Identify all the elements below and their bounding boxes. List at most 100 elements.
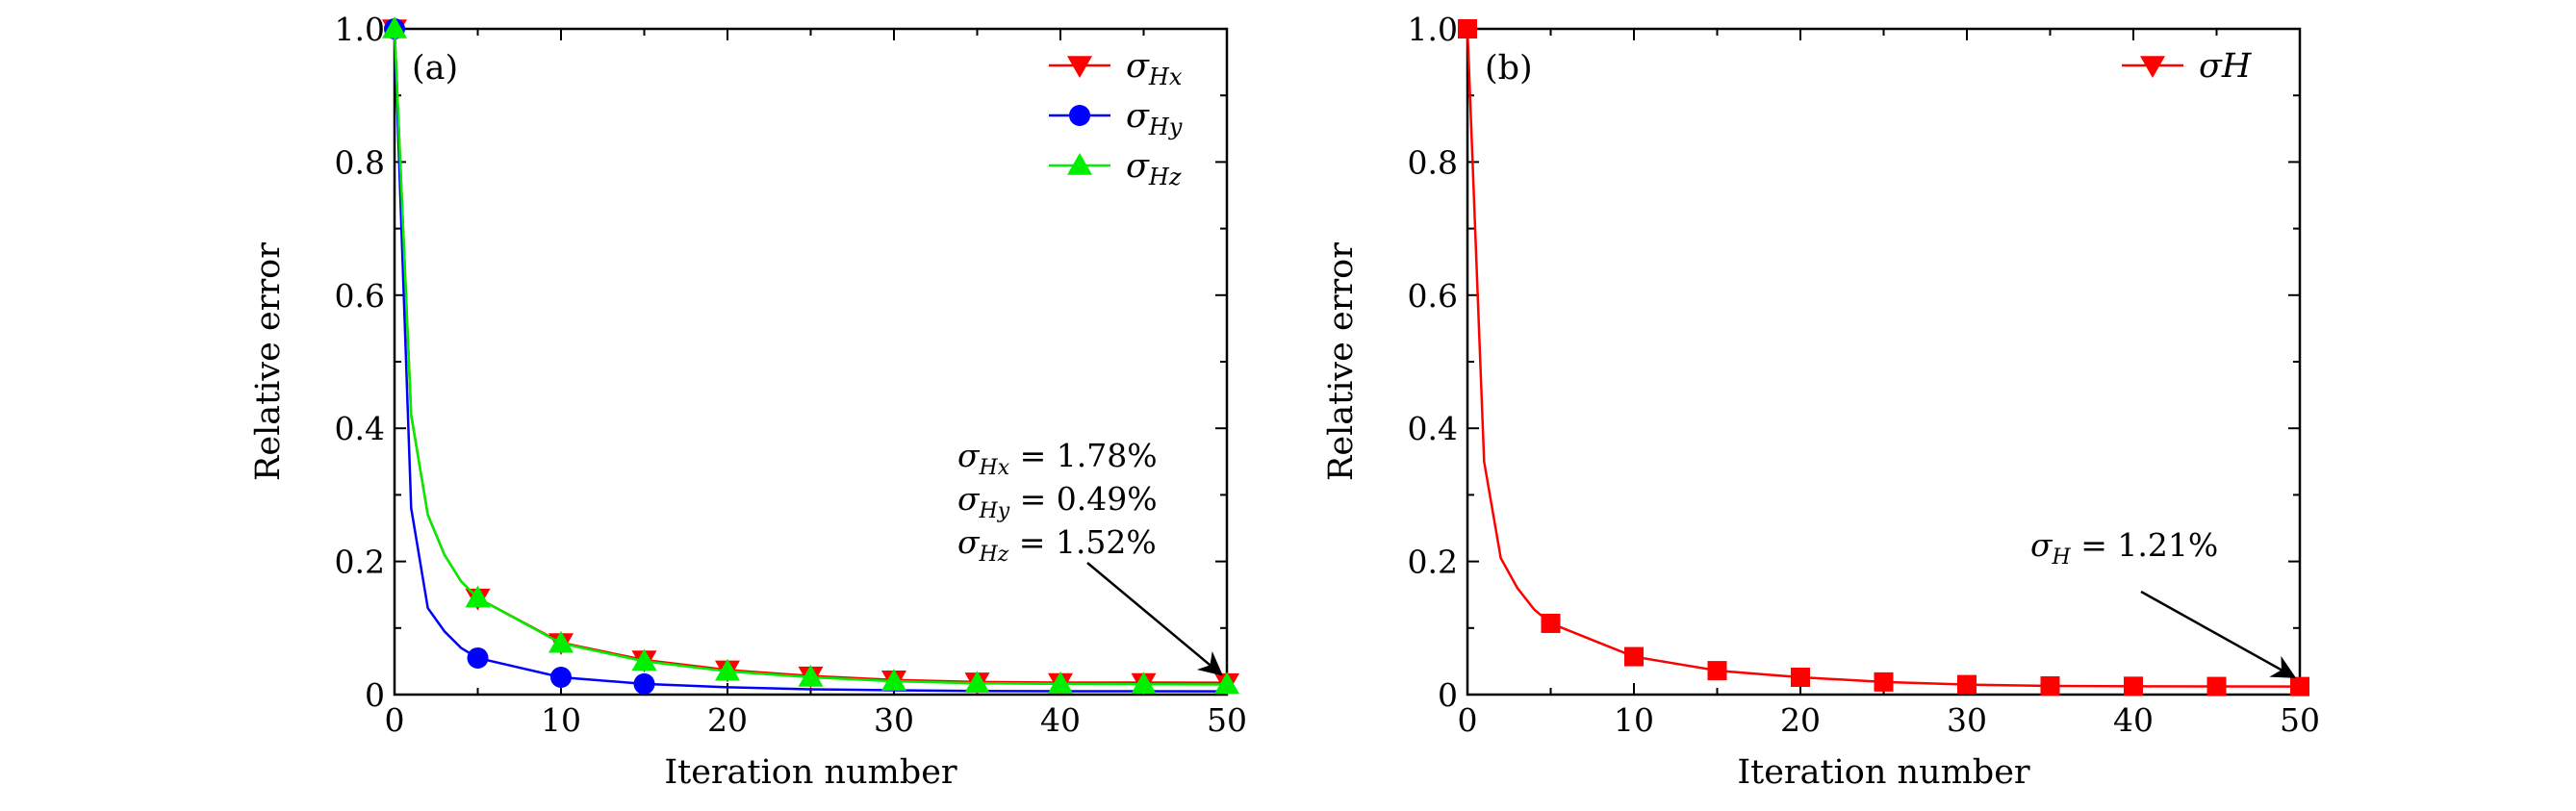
panel-b: 0 10 20 30 40 50 0 0.2 0.4 0.6 0.8 1.0 Iteration num… bbox=[1322, 11, 2320, 792]
annotation-text: σH = 1.21% bbox=[2030, 526, 2218, 570]
series-line bbox=[393, 28, 1228, 684]
legend-label-main: σ bbox=[1126, 47, 1150, 86]
y-tick-label: 1.0 bbox=[335, 11, 385, 48]
legend-label-sub: Hz bbox=[1148, 164, 1182, 190]
panel-a: 0 10 20 30 40 50 0 0.2 0.4 0.6 0.8 1.0 Iteration num… bbox=[249, 11, 1247, 792]
data-point bbox=[1707, 661, 1727, 681]
annotation-symbol: σ bbox=[957, 480, 981, 518]
annotation-value: = 1.52% bbox=[1008, 523, 1156, 561]
x-tick-label: 30 bbox=[1947, 701, 1987, 739]
data-point bbox=[550, 667, 572, 689]
legend-marker bbox=[1067, 56, 1092, 78]
data-point bbox=[1458, 19, 1477, 38]
x-axis-title: Iteration number bbox=[1737, 753, 2030, 792]
legend-marker bbox=[2140, 56, 2165, 78]
annotation-value: = 0.49% bbox=[1009, 480, 1157, 518]
legend-label-main: σ bbox=[1126, 97, 1150, 136]
series-0 bbox=[382, 19, 1239, 696]
x-tick-label: 40 bbox=[2113, 701, 2154, 739]
series-2 bbox=[382, 16, 1239, 695]
x-tick-label: 50 bbox=[2280, 701, 2320, 739]
data-point bbox=[631, 648, 657, 672]
data-point bbox=[1214, 672, 1239, 695]
y-axis-title: Relative error bbox=[1322, 242, 1361, 481]
data-point bbox=[548, 630, 574, 653]
x-tick-label: 20 bbox=[1780, 701, 1821, 739]
plot-frame bbox=[393, 27, 1229, 697]
y-tick-label: 0.2 bbox=[335, 544, 385, 581]
data-point bbox=[1624, 646, 1644, 667]
data-point bbox=[382, 16, 407, 38]
legend-label-sub: Hx bbox=[1148, 63, 1183, 90]
series-line bbox=[393, 28, 1228, 686]
annotation-arrow bbox=[1086, 562, 1223, 676]
annotation-arrow bbox=[2140, 590, 2297, 678]
x-tick-label: 50 bbox=[1207, 701, 1247, 739]
series-line bbox=[393, 28, 1228, 693]
x-tick-label: 0 bbox=[1458, 701, 1478, 739]
data-point bbox=[1048, 671, 1073, 694]
data-point bbox=[2206, 676, 2227, 697]
annotation-subscript: Hz bbox=[979, 543, 1009, 567]
y-tick-label: 0.6 bbox=[335, 277, 385, 315]
legend-label: σHy bbox=[1126, 97, 1183, 140]
annotation-text: σHx = 1.78% bbox=[957, 437, 1158, 480]
x-tick-label: 40 bbox=[1040, 701, 1081, 739]
data-point bbox=[1791, 668, 1810, 688]
x-tick-label: 10 bbox=[1614, 701, 1654, 739]
legend-marker bbox=[1067, 153, 1092, 175]
annotation-subscript: Hx bbox=[979, 456, 1010, 480]
data-point bbox=[2124, 676, 2143, 697]
x-tick-label: 0 bbox=[385, 701, 405, 739]
data-point bbox=[1541, 613, 1561, 633]
data-point bbox=[633, 672, 655, 695]
annotation-value: = 1.78% bbox=[1009, 437, 1157, 474]
legend-label: σHx bbox=[1126, 47, 1183, 90]
y-tick-label: 0 bbox=[365, 676, 385, 714]
y-tick-label: 0.4 bbox=[335, 410, 385, 447]
y-tick-label: 0.2 bbox=[1408, 544, 1458, 581]
legend-label-sub: Hy bbox=[1148, 114, 1183, 140]
legend-label-main: σH bbox=[2199, 47, 2253, 86]
annotation-symbol: σ bbox=[957, 437, 981, 474]
legend-label: σHz bbox=[1126, 147, 1182, 190]
y-tick-label: 0.4 bbox=[1408, 410, 1458, 447]
data-point bbox=[798, 665, 824, 687]
legend-marker bbox=[1069, 105, 1090, 126]
data-point bbox=[2040, 676, 2060, 697]
y-tick-label: 0.8 bbox=[335, 143, 385, 181]
legend-label: σH bbox=[2199, 47, 2253, 86]
panel-label: (a) bbox=[412, 49, 458, 88]
series-line bbox=[1466, 28, 2301, 688]
data-point bbox=[1131, 672, 1157, 695]
annotation-value: = 1.21% bbox=[2071, 526, 2218, 564]
annotation-subscript: Hy bbox=[979, 499, 1010, 523]
data-point bbox=[465, 585, 491, 608]
annotation-subscript: H bbox=[2052, 545, 2072, 570]
data-point bbox=[1874, 672, 1894, 692]
data-point bbox=[715, 658, 740, 681]
annotation-text: σHy = 0.49% bbox=[957, 480, 1158, 523]
y-tick-label: 0 bbox=[1438, 676, 1458, 714]
data-point bbox=[2290, 676, 2309, 697]
data-point bbox=[964, 671, 990, 693]
x-tick-label: 30 bbox=[874, 701, 914, 739]
data-point bbox=[467, 646, 489, 669]
x-tick-label: 10 bbox=[541, 701, 581, 739]
legend-label-main: σ bbox=[1126, 147, 1150, 186]
annotation-text: σHz = 1.52% bbox=[957, 523, 1157, 567]
y-tick-label: 0.8 bbox=[1408, 143, 1458, 181]
panel-label: (b) bbox=[1485, 49, 1533, 88]
x-axis-title: Iteration number bbox=[664, 753, 957, 792]
series-1 bbox=[384, 18, 1228, 695]
data-point bbox=[1957, 674, 1977, 695]
y-axis-title: Relative error bbox=[249, 242, 288, 481]
series-0 bbox=[1458, 19, 2309, 697]
annotation-symbol: σ bbox=[2030, 526, 2053, 564]
x-tick-label: 20 bbox=[707, 701, 748, 739]
plot-frame bbox=[1466, 27, 2302, 697]
annotation-symbol: σ bbox=[957, 523, 981, 561]
y-tick-label: 1.0 bbox=[1408, 11, 1458, 48]
data-point bbox=[881, 669, 906, 691]
